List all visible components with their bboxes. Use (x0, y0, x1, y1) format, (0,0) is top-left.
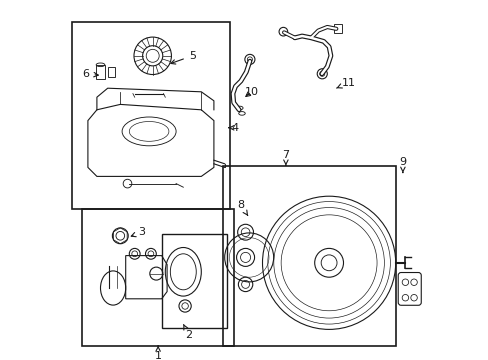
Text: 10: 10 (244, 87, 258, 97)
Text: 9: 9 (399, 157, 406, 172)
Bar (162, 234, 226, 328)
Text: 2: 2 (183, 324, 192, 340)
Bar (333, 24, 341, 33)
Text: 7: 7 (282, 150, 289, 165)
Bar (72, 22, 230, 209)
Text: 5: 5 (170, 51, 195, 64)
Text: 6: 6 (82, 69, 98, 79)
Text: 4: 4 (228, 123, 239, 133)
Bar (223, 166, 395, 346)
Bar (82, 209, 233, 346)
Text: 1: 1 (154, 346, 161, 360)
Bar (108, 67, 115, 77)
Text: 8: 8 (237, 200, 247, 215)
Text: 3: 3 (131, 227, 145, 237)
Bar (96, 65, 104, 79)
Text: 11: 11 (336, 78, 355, 88)
